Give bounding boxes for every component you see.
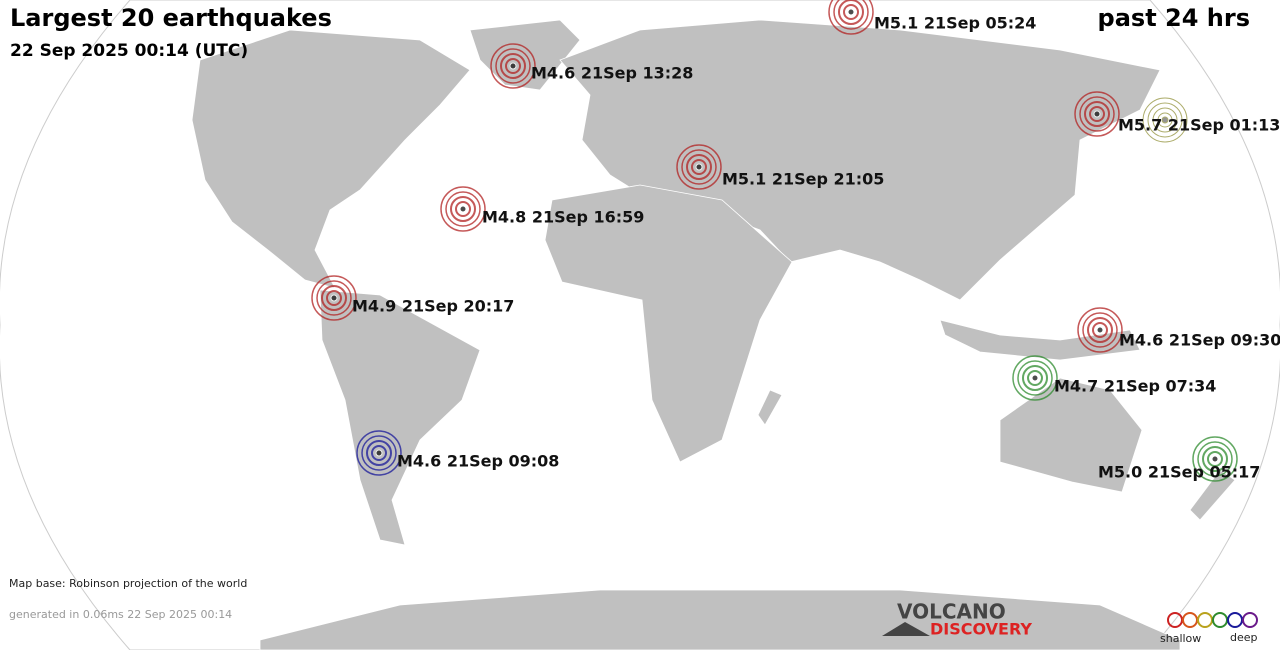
unlabeled-quake (1142, 97, 1188, 143)
quake-marker (1192, 436, 1238, 482)
ring (691, 159, 707, 175)
ring (681, 149, 717, 185)
epicenter (375, 449, 383, 457)
ring (316, 280, 352, 316)
ring (445, 191, 481, 227)
ring (311, 275, 357, 321)
ring (450, 196, 476, 222)
quake-marker (828, 0, 874, 35)
north-america (191, 29, 471, 289)
quake-label: M5.1 21Sep 21:05 (722, 170, 884, 189)
ring (361, 435, 397, 471)
epicenter (1031, 374, 1039, 382)
ring (1207, 451, 1223, 467)
land (191, 19, 1236, 650)
ring (1082, 312, 1118, 348)
ring (1079, 96, 1115, 132)
depth-legend (1167, 612, 1258, 628)
ring (1084, 101, 1110, 127)
generated: generated in 0.06ms 22 Sep 2025 00:14 (9, 608, 232, 621)
ring (833, 0, 869, 30)
quake-marker (356, 430, 402, 476)
ring (371, 445, 387, 461)
ring (500, 53, 526, 79)
madagascar (757, 389, 783, 426)
australia (999, 377, 1143, 493)
quake-label: M5.7 21Sep 01:13 (1118, 116, 1280, 135)
antarctica (259, 589, 1181, 650)
quake-marker (311, 275, 357, 321)
logo-line2: DISCOVERY (930, 620, 1032, 639)
ring (1022, 365, 1048, 391)
subtitle: 22 Sep 2025 00:14 (UTC) (10, 41, 248, 61)
south-america (319, 289, 481, 546)
quake-marker (440, 186, 486, 232)
ring (1197, 441, 1233, 477)
ring (440, 186, 486, 232)
ring (838, 0, 864, 25)
ring (326, 290, 342, 306)
ring (1087, 317, 1113, 343)
logo-line1: VOLCANO (897, 600, 1006, 624)
quake-label: M4.6 21Sep 09:30 (1119, 331, 1280, 350)
ring (1192, 436, 1238, 482)
epicenter (459, 205, 467, 213)
epicenter (1096, 326, 1104, 334)
ring (356, 430, 402, 476)
epicenter (695, 163, 703, 171)
africa (544, 184, 793, 463)
quake-marker (676, 144, 722, 190)
ring (490, 43, 536, 89)
ring (1012, 355, 1058, 401)
ring (1092, 322, 1108, 338)
ring (686, 154, 712, 180)
epicenter (1093, 110, 1101, 118)
period: past 24 hrs (1098, 4, 1250, 32)
ring (828, 0, 874, 35)
quake-label: M4.9 21Sep 20:17 (352, 297, 514, 316)
ring (1202, 446, 1228, 472)
ring (366, 440, 392, 466)
ring (843, 4, 859, 20)
map-base: Map base: Robinson projection of the wor… (9, 577, 247, 590)
new-zealand (1189, 469, 1236, 521)
quake-marker (1074, 91, 1120, 137)
ring (676, 144, 722, 190)
epicenter (1211, 455, 1219, 463)
quake-label: M4.8 21Sep 16:59 (482, 208, 644, 227)
quake-label: M5.0 21Sep 05:17 (1098, 463, 1260, 482)
ring (495, 48, 531, 84)
ring (1089, 106, 1105, 122)
ring (1017, 360, 1053, 396)
ring (1027, 370, 1043, 386)
quake-label: M4.7 21Sep 07:34 (1054, 377, 1216, 396)
quake-marker (1012, 355, 1058, 401)
ring (1074, 91, 1120, 137)
ring (505, 58, 521, 74)
logo-mountain (882, 622, 930, 636)
quake-label: M4.6 21Sep 09:08 (397, 452, 559, 471)
ring (321, 285, 347, 311)
quake-marker (1077, 307, 1123, 353)
ring (1077, 307, 1123, 353)
quake-marker (490, 43, 536, 89)
legend-deep: deep (1230, 631, 1258, 644)
markers (311, 0, 1238, 482)
epicenter (847, 8, 855, 16)
epicenter (509, 62, 517, 70)
legend-shallow: shallow (1160, 632, 1201, 645)
quake-label: M5.1 21Sep 05:24 (874, 14, 1036, 33)
ring (455, 201, 471, 217)
epicenter (330, 294, 338, 302)
title: Largest 20 earthquakes (10, 4, 332, 32)
quake-label: M4.6 21Sep 13:28 (531, 64, 693, 83)
